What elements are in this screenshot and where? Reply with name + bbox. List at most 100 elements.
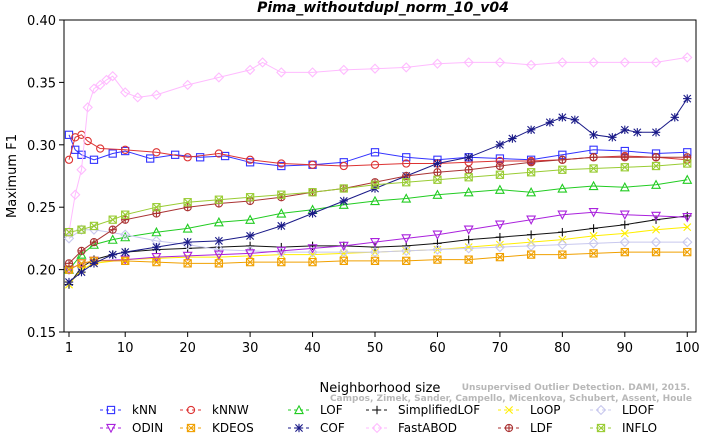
data-point-fastabod (213, 72, 225, 83)
data-point-odin (307, 244, 318, 254)
data-point-knn (77, 150, 86, 159)
data-point-inflo (402, 178, 411, 187)
data-point-cof (651, 128, 661, 137)
data-point-fastabod (463, 57, 474, 68)
data-point-ldf (495, 161, 505, 171)
data-point-inflo (214, 195, 223, 204)
data-point-kdeos (371, 256, 379, 265)
data-point-ldf (108, 225, 117, 234)
legend-marker-lof (293, 404, 305, 415)
data-point-inflo (308, 188, 317, 197)
data-point-fastabod (70, 189, 81, 200)
data-point-cof (589, 130, 598, 140)
data-point-ldf (64, 259, 74, 268)
data-point-kdeos (183, 259, 192, 268)
data-point-simplifiedlof (495, 232, 505, 242)
data-point-ldof (463, 243, 474, 254)
data-point-kdeos (308, 258, 317, 267)
y-tick-label: 0.20 (27, 264, 56, 279)
data-point-kdeos (526, 250, 536, 259)
series-line-loop (68, 226, 688, 285)
data-point-inflo (495, 170, 505, 179)
data-point-inflo (89, 221, 98, 230)
data-point-inflo (558, 165, 567, 174)
legend-item-knn: kNN (100, 403, 157, 417)
data-point-fastabod (107, 70, 118, 82)
data-point-simplifiedlof (558, 227, 567, 237)
data-point-ldof (63, 233, 75, 244)
data-point-kdeos (589, 249, 598, 258)
data-point-fastabod (619, 57, 630, 68)
legend-marker-fastabod (371, 422, 383, 434)
data-point-inflo (495, 170, 505, 179)
y-tick-label: 0.35 (27, 76, 56, 91)
data-point-knnw (339, 161, 348, 171)
data-point-kdeos (339, 256, 348, 265)
data-point-cof (545, 118, 555, 127)
data-point-fastabod (276, 67, 287, 78)
data-point-knnw (339, 161, 348, 171)
data-point-fastabod (619, 57, 630, 68)
data-point-lof (494, 184, 505, 194)
data-point-knn (277, 161, 286, 171)
data-point-odin (651, 211, 662, 222)
legend-marker-inflo (596, 423, 606, 433)
data-point-fastabod (307, 67, 318, 78)
data-point-knnw (96, 144, 105, 153)
data-point-fastabod (432, 58, 443, 69)
data-point-fastabod (682, 52, 693, 63)
data-point-kdeos (152, 257, 161, 267)
data-point-loop (683, 223, 692, 232)
data-point-kdeos (433, 255, 442, 264)
data-point-kdeos (77, 259, 86, 268)
data-point-inflo (433, 175, 442, 184)
data-point-inflo (339, 184, 348, 193)
legend-item-knnw: kNNW (180, 403, 249, 417)
data-point-odin (588, 208, 599, 218)
legend-marker-knn (106, 405, 116, 415)
data-point-odin (682, 213, 693, 223)
data-point-inflo (526, 168, 536, 177)
data-point-lof (88, 239, 99, 249)
legend-marker-odin (105, 423, 117, 434)
data-point-kdeos (214, 259, 223, 268)
data-point-fastabod (557, 57, 568, 68)
data-point-odin (557, 210, 568, 220)
data-point-inflo (371, 180, 379, 189)
data-point-lof (557, 183, 568, 193)
data-point-knn (108, 149, 117, 158)
data-point-ldof (182, 239, 193, 250)
x-axis-label: Neighborhood size (320, 381, 441, 396)
data-point-fastabod (95, 79, 106, 91)
legend-label-knn: kNN (132, 403, 157, 417)
data-point-knnw (152, 148, 161, 157)
data-point-cof (464, 153, 473, 162)
data-point-odin (151, 252, 162, 263)
data-point-inflo (652, 162, 661, 171)
data-point-fastabod (244, 64, 256, 76)
data-point-knnw (402, 159, 411, 168)
data-point-loop (620, 229, 629, 238)
data-point-ldof (63, 233, 75, 244)
data-point-odin (619, 210, 630, 220)
data-point-inflo (464, 173, 473, 182)
data-point-lof (557, 183, 568, 193)
data-point-kdeos (214, 259, 224, 268)
data-point-lof (369, 195, 381, 206)
data-point-ldof (307, 246, 318, 258)
legend-marker-loop (505, 406, 513, 414)
legend-label-knnw: kNNW (212, 403, 249, 417)
data-point-ldof (588, 238, 599, 249)
y-tick-label: 0.25 (27, 201, 56, 216)
data-point-knnw (308, 160, 317, 169)
legend-item-ldof: LDOF (590, 403, 654, 417)
data-point-cof (633, 128, 642, 137)
data-point-odin (276, 246, 287, 257)
data-point-lof (88, 239, 99, 249)
data-point-odin (151, 252, 162, 263)
data-point-inflo (433, 175, 442, 184)
legend-marker-fastabod (371, 422, 383, 434)
data-point-knn (146, 154, 155, 163)
data-point-loop (339, 249, 348, 258)
data-point-ldof (650, 236, 662, 248)
